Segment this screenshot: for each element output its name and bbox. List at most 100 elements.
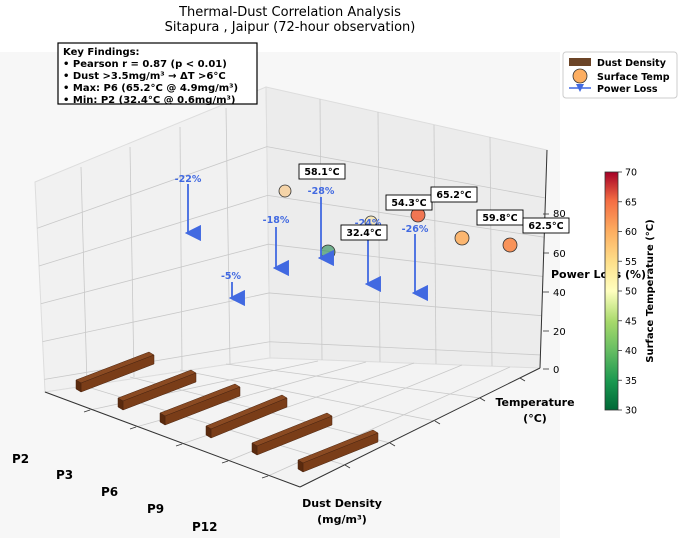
legend-frame	[562, 51, 678, 99]
y-axis-tick	[434, 420, 441, 425]
chart-subtitle: Sitapura , Jaipur (72-hour observation)	[165, 20, 416, 35]
colorbar-tick-label: 65	[625, 197, 637, 208]
grid-line	[38, 194, 545, 267]
temperature-annotation-box	[340, 224, 388, 241]
x-axis-tick	[129, 426, 137, 430]
temperature-annotation-box	[430, 186, 478, 203]
y-axis-tick	[344, 464, 351, 469]
y-axis-label-line1: Temperature	[495, 396, 574, 409]
temperature-annotation-box	[298, 163, 346, 180]
colorbar-ticks: 30 35 40 45 50 55 60 65 70	[618, 168, 637, 417]
colorbar-tick-label: 50	[625, 287, 637, 298]
findings-title: Key Findings:	[63, 47, 140, 58]
temperature-point	[502, 237, 518, 253]
colorbar-tick-label: 55	[625, 257, 637, 268]
temperature-annotation-label: 32.4°C	[346, 228, 381, 239]
grid-line	[37, 146, 546, 229]
legend-temp-marker	[572, 68, 588, 84]
temperature-annotation-box	[522, 217, 570, 234]
site-label: P2	[12, 452, 29, 466]
y-axis-tick	[519, 377, 526, 382]
grid-line	[80, 166, 88, 386]
dust-bar-side	[75, 379, 82, 393]
findings-line: • Min: P2 (32.4°C @ 0.6mg/m³)	[63, 95, 235, 106]
temperature-annotation-label: 59.8°C	[482, 213, 517, 224]
site-label: P12	[192, 520, 218, 534]
power-loss-label: -22%	[175, 174, 202, 185]
temperature-annotation-label: 65.2°C	[436, 190, 471, 201]
temperature-annotation-label: 58.1°C	[304, 167, 339, 178]
legend: Dust Density Surface Temp Power Loss	[562, 51, 678, 99]
key-findings-box: Key Findings: • Pearson r = 0.87 (p < 0.…	[57, 42, 258, 106]
colorbar-tick-label: 70	[625, 168, 637, 179]
findings-line: • Max: P6 (65.2°C @ 4.9mg/m³)	[63, 83, 238, 94]
legend-dust-swatch	[569, 58, 591, 66]
colorbar-tick-label: 45	[625, 316, 637, 327]
colorbar-tick-label: 60	[625, 227, 637, 238]
chart-title: Thermal-Dust Correlation Analysis	[178, 5, 401, 20]
dust-bar-side	[159, 412, 166, 426]
site-label: P6	[101, 485, 118, 499]
x-axis-tick	[83, 409, 91, 413]
x-axis-label-line1: Dust Density	[302, 497, 382, 510]
power-loss-arrows: -22% -5% -18% -28% -24% -26%	[175, 174, 429, 307]
x-axis-tick	[221, 460, 229, 464]
x-axis-tick	[175, 443, 183, 447]
power-loss-label: -5%	[221, 271, 242, 282]
colorbar-gradient	[604, 171, 619, 411]
legend-power-label: Power Loss	[597, 84, 658, 95]
y-axis-label-line2: (°C)	[523, 412, 547, 425]
grid-line	[489, 136, 493, 367]
legend-temp-label: Surface Temp	[597, 72, 670, 83]
z-axis-label: Power Loss (%)	[551, 268, 646, 281]
power-loss-label: -28%	[308, 186, 335, 197]
dust-bar-side	[251, 442, 258, 456]
z-tick-label: 60	[553, 249, 566, 260]
grid-line	[179, 369, 436, 422]
colorbar-tick-label: 35	[625, 376, 637, 387]
x-axis-tick	[261, 475, 269, 479]
colorbar: 30 35 40 45 50 55 60 65 70 Surface Temperature (…	[604, 168, 656, 417]
x-axis-line	[44, 391, 301, 488]
axis-ticks	[83, 213, 549, 479]
power-loss-label: -24%	[355, 218, 382, 229]
x-axis-label-line2: (mg/m³)	[317, 513, 367, 526]
findings-line: • Pearson r = 0.87 (p < 0.01)	[63, 59, 227, 70]
dust-bar-side	[117, 397, 124, 411]
site-label: P9	[147, 502, 164, 516]
site-label: P3	[56, 468, 73, 482]
z-tick-label: 40	[553, 288, 566, 299]
legend-power-marker	[576, 84, 584, 92]
colorbar-label: Surface Temperature (°C)	[645, 219, 656, 362]
findings-frame	[57, 42, 258, 105]
temperature-point	[454, 230, 470, 246]
y-axis-line	[299, 367, 541, 488]
temperature-point	[320, 244, 336, 260]
grid-line	[129, 146, 135, 378]
findings-line: • Dust >3.5mg/m³ → ΔT >6°C	[63, 71, 226, 82]
temperature-annotation-label: 54.3°C	[391, 198, 426, 209]
z-tick-label: 0	[553, 365, 559, 376]
y-axis-tick	[479, 397, 486, 402]
dust-bar-side	[297, 459, 304, 473]
z-axis-line	[539, 149, 548, 369]
temperature-annotation-box	[476, 209, 524, 226]
temperature-annotation-box	[385, 194, 433, 211]
power-loss-label: -18%	[263, 215, 290, 226]
temperature-point	[278, 184, 292, 198]
temperature-annotation-label: 62.5°C	[528, 221, 563, 232]
power-loss-label: -26%	[402, 224, 429, 235]
grid-line	[40, 243, 543, 305]
legend-dust-label: Dust Density	[597, 58, 667, 69]
colorbar-tick-label: 40	[625, 346, 637, 357]
temperature-annotations: 58.1°C 32.4°C 54.3°C 65.2°C 59.8°C 62.5°C	[298, 163, 570, 241]
dust-bar-side	[205, 425, 212, 439]
dust-bars	[75, 351, 379, 473]
grid-line	[433, 124, 437, 365]
z-tick-label: 80	[553, 209, 566, 220]
grid-line	[225, 107, 231, 365]
y-axis-tick	[389, 442, 396, 447]
colorbar-tick-label: 30	[625, 406, 637, 417]
grid-line	[179, 126, 183, 371]
